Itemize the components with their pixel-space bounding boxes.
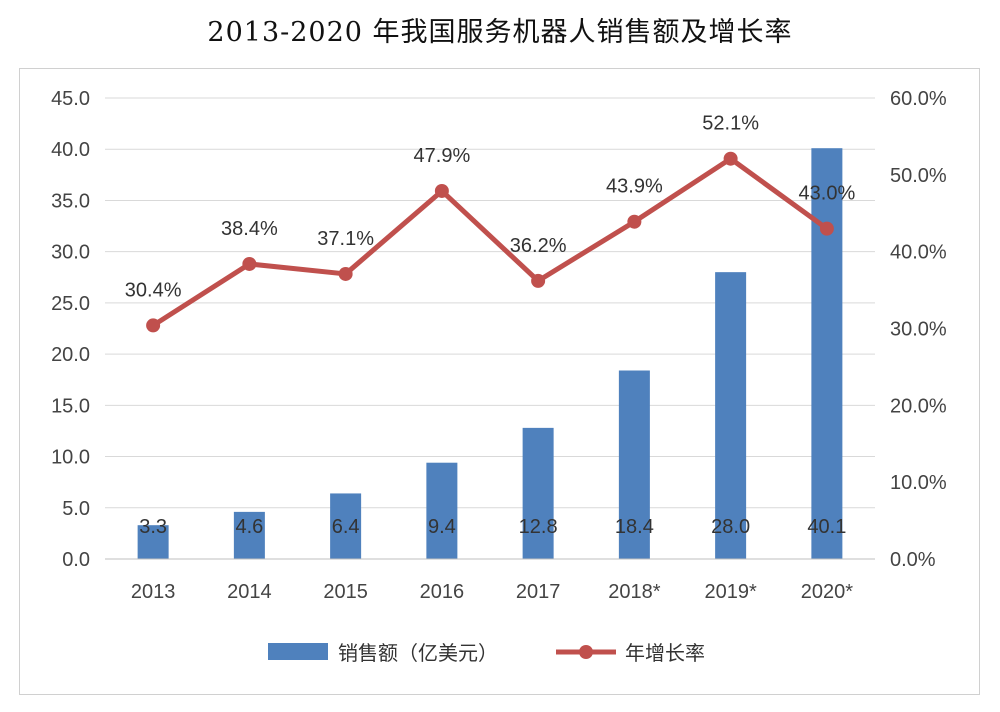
legend-label-sales: 销售额（亿美元）	[338, 641, 498, 665]
bar	[811, 148, 843, 559]
growth-rate-data-label: 36.2%	[510, 235, 567, 257]
growth-rate-point	[146, 318, 161, 333]
y-left-tick-label: 15.0	[51, 395, 90, 417]
growth-rate-point	[819, 221, 834, 236]
y-left-tick-label: 30.0	[51, 242, 90, 264]
bar-data-label: 6.4	[332, 516, 360, 538]
y-left-tick-label: 20.0	[51, 344, 90, 366]
x-tick-label: 2020*	[801, 581, 853, 603]
bar-data-label: 9.4	[428, 516, 456, 538]
growth-rate-point	[531, 273, 546, 288]
x-tick-label: 2016	[420, 581, 465, 603]
x-tick-label: 2018*	[608, 581, 660, 603]
growth-rate-data-label: 37.1%	[317, 228, 374, 250]
x-tick-label: 2013	[131, 581, 176, 603]
growth-rate-data-label: 47.9%	[414, 145, 471, 167]
y-right-tick-label: 30.0%	[890, 319, 947, 341]
growth-rate-line	[151, 156, 829, 328]
legend-swatch-sales	[268, 643, 328, 660]
bar	[522, 427, 554, 559]
y-left-tick-label: 5.0	[62, 498, 90, 520]
y-right-tick-label: 40.0%	[890, 242, 947, 264]
bar	[233, 511, 265, 559]
bar	[715, 272, 747, 559]
y-left-tick-label: 45.0	[51, 88, 90, 110]
bar-data-label: 3.3	[139, 516, 167, 538]
growth-rate-point	[434, 183, 449, 198]
legend-marker-growth	[579, 645, 593, 659]
growth-rate-data-label: 43.0%	[799, 183, 856, 205]
bar	[426, 462, 458, 559]
bar-data-label: 28.0	[711, 516, 750, 538]
growth-rate-data-label: 43.9%	[606, 176, 663, 198]
chart-title: 2013-2020 年我国服务机器人销售额及增长率	[207, 17, 793, 48]
y-left-tick-label: 35.0	[51, 190, 90, 212]
chart-frame	[19, 68, 980, 695]
x-tick-label: 2017	[516, 581, 561, 603]
growth-rate-point	[338, 266, 353, 281]
growth-rate-point	[723, 151, 738, 166]
x-tick-label: 2014	[227, 581, 272, 603]
growth-rate-data-label: 38.4%	[221, 218, 278, 240]
y-right-tick-label: 50.0%	[890, 165, 947, 187]
bar-data-label: 40.1	[807, 516, 846, 538]
bar-data-label: 4.6	[235, 516, 263, 538]
growth-rate-data-label: 30.4%	[125, 279, 182, 301]
y-left-tick-label: 40.0	[51, 139, 90, 161]
y-right-tick-label: 0.0%	[890, 549, 936, 571]
legend-label-growth: 年增长率	[625, 641, 705, 665]
y-right-tick-label: 20.0%	[890, 395, 947, 417]
bar	[330, 493, 362, 559]
x-tick-label: 2015	[323, 581, 368, 603]
growth-rate-data-label: 52.1%	[702, 113, 759, 135]
bar-data-label: 12.8	[519, 516, 558, 538]
y-left-tick-label: 25.0	[51, 293, 90, 315]
y-left-tick-label: 10.0	[51, 447, 90, 469]
bar	[618, 370, 650, 559]
bar	[137, 525, 169, 559]
y-right-tick-label: 10.0%	[890, 472, 947, 494]
y-left-tick-label: 0.0	[62, 549, 90, 571]
growth-rate-point	[627, 214, 642, 229]
y-right-tick-label: 60.0%	[890, 88, 947, 110]
growth-rate-point	[242, 256, 257, 271]
bar-data-label: 18.4	[615, 516, 654, 538]
x-tick-label: 2019*	[704, 581, 756, 603]
